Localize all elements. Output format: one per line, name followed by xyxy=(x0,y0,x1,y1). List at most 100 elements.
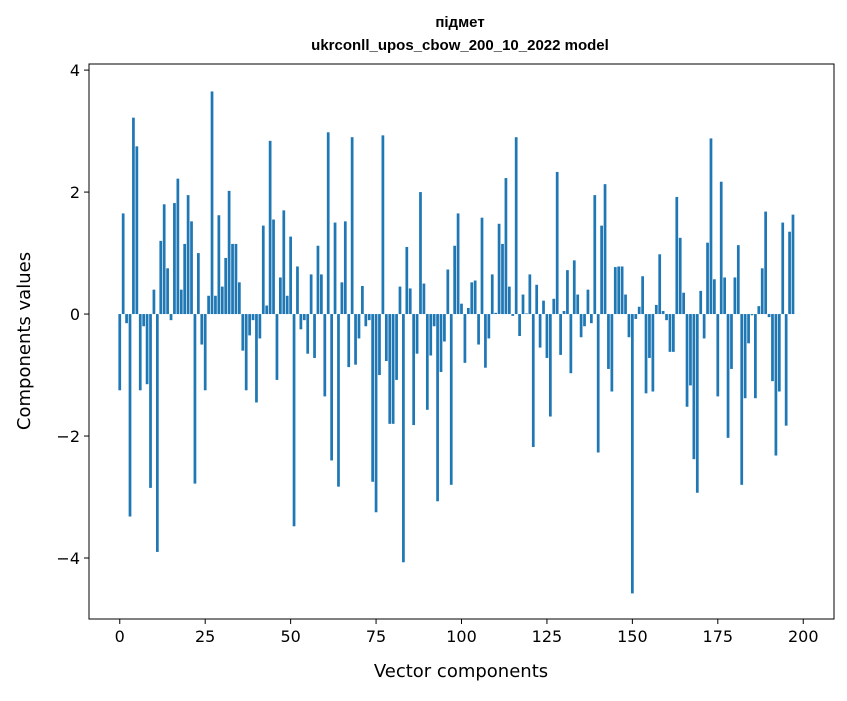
bar-180 xyxy=(733,277,737,315)
bar-51 xyxy=(292,314,296,527)
bar-34 xyxy=(234,243,238,315)
y-tick-label: −2 xyxy=(56,427,80,446)
bar-2 xyxy=(125,314,128,324)
x-tick-label: 75 xyxy=(366,627,386,646)
bar-113 xyxy=(504,178,508,315)
bar-188 xyxy=(760,268,764,315)
bar-146 xyxy=(617,266,621,315)
bar-172 xyxy=(706,242,709,315)
bar-186 xyxy=(754,314,757,399)
bar-197 xyxy=(791,214,795,315)
bar-159 xyxy=(661,311,665,315)
bar-107 xyxy=(484,314,487,368)
bar-74 xyxy=(371,314,375,482)
bar-83 xyxy=(402,314,405,563)
bar-37 xyxy=(244,314,248,391)
bar-126 xyxy=(548,314,552,417)
bar-32 xyxy=(227,190,231,315)
bar-116 xyxy=(514,137,518,315)
bar-40 xyxy=(255,314,258,403)
bar-103 xyxy=(470,282,474,315)
bar-86 xyxy=(412,314,416,426)
bar-160 xyxy=(665,314,668,321)
bar-181 xyxy=(736,245,740,315)
chart-title-line1: підмет xyxy=(435,14,484,31)
bar-89 xyxy=(422,283,426,315)
bar-12 xyxy=(159,240,163,315)
x-axis-ticks: 0 25 50 75 100 125 150 175 200 xyxy=(115,619,819,646)
chart-title-line2: ukrconll_upos_cbow_200_10_2022 model xyxy=(311,37,609,54)
bar-77 xyxy=(381,135,385,315)
bar-45 xyxy=(272,219,275,315)
bar-174 xyxy=(713,279,716,315)
bar-7 xyxy=(142,314,146,327)
bar-166 xyxy=(685,314,689,407)
bar-85 xyxy=(408,288,412,315)
bar-0 xyxy=(118,314,122,391)
bar-42 xyxy=(261,225,265,315)
bar-163 xyxy=(675,196,679,315)
bar-49 xyxy=(285,295,289,315)
plot-area-frame xyxy=(88,63,835,620)
bar-134 xyxy=(576,294,580,315)
bar-149 xyxy=(627,314,631,338)
bar-series xyxy=(118,91,795,594)
bar-155 xyxy=(648,314,651,358)
bar-3 xyxy=(128,314,132,517)
bar-93 xyxy=(436,314,439,502)
bar-100 xyxy=(460,303,463,315)
bar-27 xyxy=(210,91,214,315)
bar-88 xyxy=(419,192,422,315)
bar-59 xyxy=(320,274,323,315)
bar-72 xyxy=(364,314,368,327)
bar-124 xyxy=(542,300,545,315)
bar-104 xyxy=(473,280,477,315)
y-tick-label: −4 xyxy=(56,549,80,568)
bar-43 xyxy=(265,305,269,315)
bar-13 xyxy=(162,204,166,315)
bar-99 xyxy=(456,213,460,315)
bar-132 xyxy=(569,314,573,374)
bar-62 xyxy=(330,314,333,461)
bar-47 xyxy=(279,277,282,315)
bar-8 xyxy=(145,314,149,385)
bar-75 xyxy=(374,314,378,513)
bar-139 xyxy=(593,195,597,315)
bar-25 xyxy=(203,314,207,391)
bar-171 xyxy=(702,314,706,339)
bar-165 xyxy=(682,292,685,315)
bar-109 xyxy=(490,274,494,315)
bar-9 xyxy=(149,314,152,488)
bar-184 xyxy=(747,314,750,344)
bar-182 xyxy=(740,314,744,485)
bar-187 xyxy=(757,306,761,315)
bar-94 xyxy=(439,314,443,372)
bar-63 xyxy=(333,222,337,315)
bar-44 xyxy=(268,140,272,315)
bar-119 xyxy=(525,313,528,315)
bar-79 xyxy=(388,314,392,424)
bar-153 xyxy=(641,276,644,315)
y-axis-label: Components values xyxy=(14,252,35,430)
bar-137 xyxy=(586,289,590,315)
bar-108 xyxy=(487,314,491,339)
bar-1 xyxy=(121,213,125,315)
bar-118 xyxy=(521,294,525,315)
bar-38 xyxy=(248,314,251,336)
bar-11 xyxy=(155,314,159,552)
bar-50 xyxy=(289,236,292,315)
bar-56 xyxy=(309,274,313,315)
bar-195 xyxy=(784,314,788,426)
bar-31 xyxy=(224,257,228,315)
bar-39 xyxy=(251,314,255,321)
bar-22 xyxy=(193,314,197,484)
bar-192 xyxy=(774,314,778,456)
bar-114 xyxy=(507,286,511,315)
bar-92 xyxy=(432,314,436,327)
bar-73 xyxy=(367,314,371,321)
bar-152 xyxy=(637,306,641,315)
bar-151 xyxy=(634,314,638,319)
bar-141 xyxy=(600,225,603,315)
bar-30 xyxy=(220,286,224,315)
